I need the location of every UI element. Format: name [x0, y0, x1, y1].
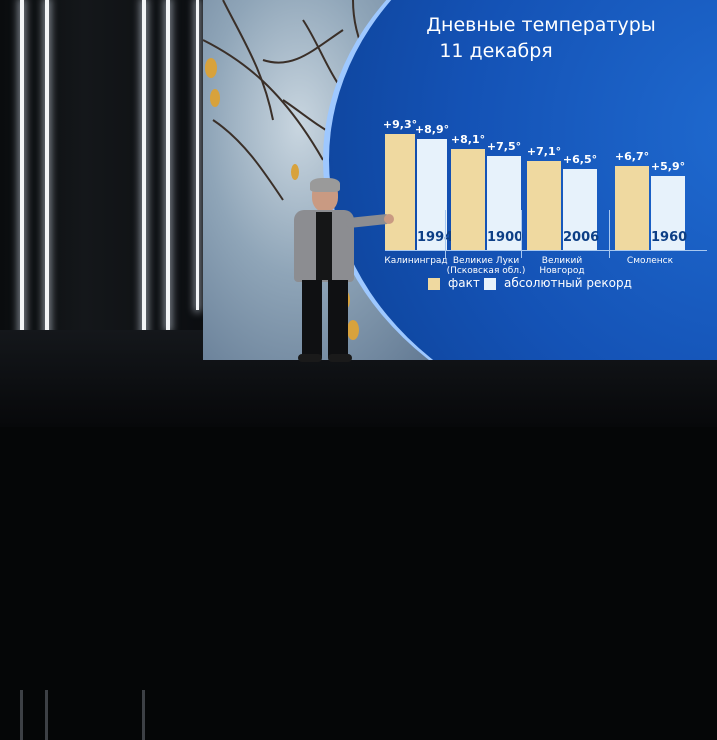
- light-strip: [196, 0, 199, 310]
- light-strip: [166, 0, 170, 330]
- presenter-shoe: [328, 354, 352, 362]
- category-label-line: Калининград: [384, 256, 448, 266]
- category-label: Великие Луки (Псковская обл.): [443, 256, 529, 276]
- category-label-line: Новгород: [539, 266, 585, 276]
- value-label-fact: +7,1°: [526, 145, 562, 159]
- category-label: Калининград: [377, 256, 455, 266]
- presenter-hand: [384, 214, 394, 224]
- record-year-label: 1994: [417, 230, 454, 245]
- category-label: Великий Новгород: [519, 256, 605, 276]
- category-divider: [521, 210, 522, 258]
- presenter-legs: [298, 280, 352, 362]
- light-strip: [45, 0, 49, 360]
- value-label-record: +8,9°: [414, 122, 450, 136]
- bar-fact: [615, 166, 649, 250]
- floor-reflection: [45, 690, 48, 740]
- bar-record: [417, 138, 447, 250]
- category-label-line: (Псковская обл.): [446, 266, 526, 276]
- bar-fact: [451, 148, 485, 250]
- presenter-hair: [310, 178, 340, 192]
- chart-subtitle: 11 декабря: [439, 40, 553, 62]
- value-label-record: +5,9°: [650, 160, 686, 174]
- bar-fact: [385, 133, 415, 250]
- presenter-shoe: [298, 354, 322, 362]
- floor-reflection: [20, 690, 23, 740]
- chart-baseline: [385, 250, 707, 251]
- value-label-fact: +9,3°: [382, 117, 418, 131]
- legend-label-fact: факт: [448, 276, 480, 290]
- record-year-label: 1900: [487, 230, 524, 245]
- legend-label-record: абсолютный рекорд: [504, 276, 632, 290]
- value-label-record: +7,5°: [486, 140, 522, 154]
- value-label-record: +6,5°: [562, 152, 598, 166]
- record-year-label: 2006: [563, 230, 600, 245]
- value-label-fact: +8,1°: [450, 132, 486, 146]
- category-label-line: Смоленск: [626, 256, 674, 266]
- category-label: Смоленск: [607, 256, 693, 266]
- presenter-shirt: [316, 212, 332, 280]
- record-year-label: 1960: [651, 230, 688, 245]
- value-label-fact: +6,7°: [614, 150, 650, 164]
- light-strip: [142, 0, 146, 360]
- light-strip: [20, 0, 24, 360]
- legend-swatch-fact: [428, 278, 440, 290]
- category-divider: [445, 210, 446, 258]
- bar-fact: [527, 161, 561, 250]
- legend-swatch-record: [484, 278, 496, 290]
- presenter: [280, 178, 394, 370]
- category-label-line: Великий: [541, 256, 583, 266]
- presenter-leg: [328, 280, 348, 358]
- bar-record: [487, 156, 521, 250]
- floor-reflection: [142, 690, 145, 740]
- category-label-line: Великие Луки: [452, 256, 520, 266]
- chart-title: Дневные температуры: [426, 14, 656, 36]
- presenter-leg: [302, 280, 322, 358]
- bar-record: [563, 168, 597, 250]
- category-divider: [609, 210, 610, 258]
- bar-chart: +9,3° +8,9° 1994 Калининград +8,1° +7,5° 1900 В…: [383, 90, 707, 290]
- chart-legend: факт абсолютный рекорд: [428, 272, 688, 296]
- bar-record: [651, 176, 685, 250]
